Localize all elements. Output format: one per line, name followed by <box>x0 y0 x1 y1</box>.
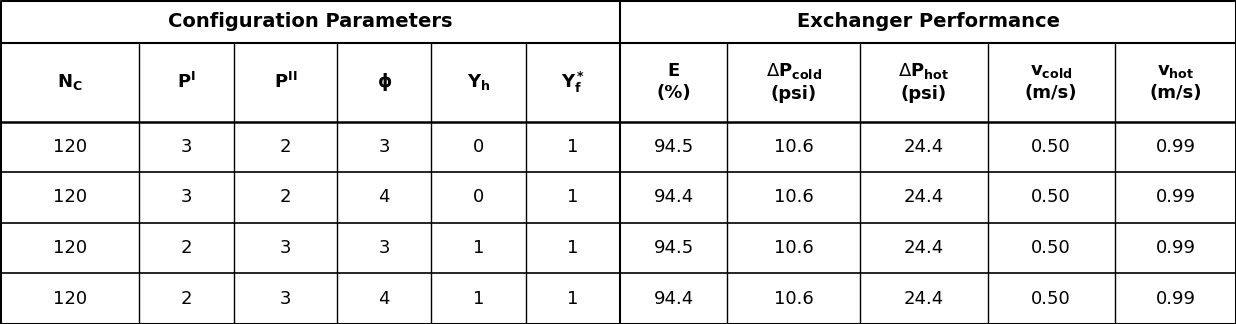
Text: 0: 0 <box>473 189 485 206</box>
Text: 2: 2 <box>180 239 193 257</box>
Text: 94.4: 94.4 <box>654 290 693 308</box>
Text: $\mathbf{\phi}$: $\mathbf{\phi}$ <box>377 71 392 93</box>
Text: $\mathbf{Y_f^*}$: $\mathbf{Y_f^*}$ <box>561 70 585 95</box>
Text: 94.5: 94.5 <box>654 138 693 156</box>
Text: $\Delta\mathbf{P_{hot}}$
(psi): $\Delta\mathbf{P_{hot}}$ (psi) <box>899 61 949 103</box>
Text: 3: 3 <box>378 138 389 156</box>
Text: 120: 120 <box>53 290 87 308</box>
Text: 24.4: 24.4 <box>904 138 944 156</box>
Text: 3: 3 <box>180 138 193 156</box>
Text: 0.50: 0.50 <box>1031 239 1072 257</box>
Text: 10.6: 10.6 <box>774 239 813 257</box>
Text: 2: 2 <box>180 290 193 308</box>
Text: 3: 3 <box>180 189 193 206</box>
Text: $\Delta\mathbf{P_{cold}}$
(psi): $\Delta\mathbf{P_{cold}}$ (psi) <box>765 61 822 103</box>
Text: $\mathbf{v_{hot}}$
(m/s): $\mathbf{v_{hot}}$ (m/s) <box>1149 62 1201 102</box>
Text: 0.99: 0.99 <box>1156 239 1195 257</box>
Text: 3: 3 <box>378 239 389 257</box>
Text: 24.4: 24.4 <box>904 290 944 308</box>
Text: 10.6: 10.6 <box>774 290 813 308</box>
Text: $\mathbf{v_{cold}}$
(m/s): $\mathbf{v_{cold}}$ (m/s) <box>1025 62 1078 102</box>
Text: 0.99: 0.99 <box>1156 138 1195 156</box>
Text: 0.99: 0.99 <box>1156 189 1195 206</box>
Text: 1: 1 <box>473 239 485 257</box>
Text: 2: 2 <box>279 189 292 206</box>
Text: 10.6: 10.6 <box>774 189 813 206</box>
Text: 0.50: 0.50 <box>1031 290 1072 308</box>
Text: Configuration Parameters: Configuration Parameters <box>168 12 452 31</box>
Text: 94.5: 94.5 <box>654 239 693 257</box>
Text: 0.50: 0.50 <box>1031 138 1072 156</box>
Text: E
(%): E (%) <box>656 62 691 102</box>
Text: 24.4: 24.4 <box>904 239 944 257</box>
Text: 94.4: 94.4 <box>654 189 693 206</box>
Text: 1: 1 <box>567 138 578 156</box>
Text: 1: 1 <box>567 189 578 206</box>
Text: 0.50: 0.50 <box>1031 189 1072 206</box>
Text: 3: 3 <box>279 239 292 257</box>
Text: 1: 1 <box>567 290 578 308</box>
Text: 120: 120 <box>53 189 87 206</box>
Text: 10.6: 10.6 <box>774 138 813 156</box>
Text: 3: 3 <box>279 290 292 308</box>
Text: 0: 0 <box>473 138 485 156</box>
Text: Exchanger Performance: Exchanger Performance <box>797 12 1059 31</box>
Text: 2: 2 <box>279 138 292 156</box>
Text: 1: 1 <box>473 290 485 308</box>
Text: 24.4: 24.4 <box>904 189 944 206</box>
Text: $\mathbf{Y_h}$: $\mathbf{Y_h}$ <box>467 72 491 92</box>
Text: 1: 1 <box>567 239 578 257</box>
Text: 120: 120 <box>53 239 87 257</box>
Text: $\mathbf{P^{II}}$: $\mathbf{P^{II}}$ <box>273 72 297 92</box>
Text: 120: 120 <box>53 138 87 156</box>
Text: 0.99: 0.99 <box>1156 290 1195 308</box>
Text: 4: 4 <box>378 189 389 206</box>
Text: $\mathbf{N_C}$: $\mathbf{N_C}$ <box>57 72 83 92</box>
Text: 4: 4 <box>378 290 389 308</box>
Text: $\mathbf{P^I}$: $\mathbf{P^I}$ <box>177 72 197 92</box>
